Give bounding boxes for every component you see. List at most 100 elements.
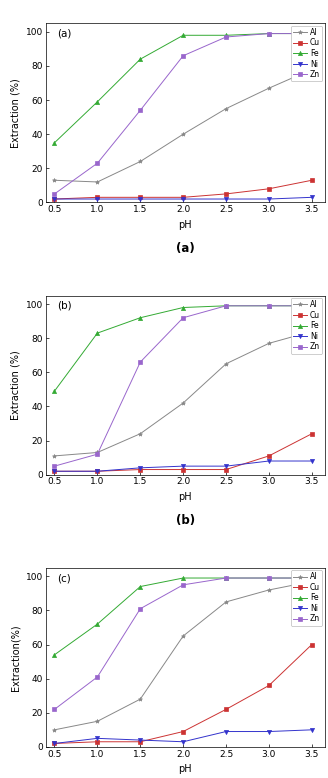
Fe — [310, 29, 314, 38]
Ni — [310, 725, 314, 734]
Fe — [224, 573, 228, 583]
Legend: Al, Cu, Fe, Ni, Zn: Al, Cu, Fe, Ni, Zn — [291, 26, 322, 82]
Cu — [267, 681, 271, 690]
Cu — [267, 451, 271, 461]
Al — [267, 83, 271, 93]
Fe — [224, 30, 228, 40]
Fe — [267, 29, 271, 38]
Line: Cu: Cu — [52, 643, 314, 745]
Ni — [267, 457, 271, 466]
Fe — [310, 573, 314, 583]
Zn — [52, 705, 56, 714]
Line: Fe: Fe — [52, 303, 314, 393]
Zn — [138, 604, 142, 613]
Ni — [52, 467, 56, 476]
Ni — [181, 737, 185, 746]
Al — [224, 359, 228, 369]
Text: (b): (b) — [57, 301, 72, 311]
Fe — [52, 138, 56, 147]
Cu — [224, 705, 228, 714]
Line: Zn: Zn — [52, 31, 314, 196]
Fe — [224, 301, 228, 310]
Zn — [267, 573, 271, 583]
Al — [267, 338, 271, 348]
Fe — [181, 30, 185, 40]
Al — [95, 177, 99, 187]
Ni — [138, 735, 142, 745]
Ni — [181, 461, 185, 471]
Cu — [138, 193, 142, 202]
Line: Ni: Ni — [52, 195, 314, 201]
Zn — [181, 51, 185, 61]
Al — [310, 576, 314, 586]
Zn — [267, 29, 271, 38]
Ni — [95, 467, 99, 476]
X-axis label: pH: pH — [178, 219, 192, 230]
Zn — [267, 301, 271, 310]
Zn — [181, 313, 185, 322]
Cu — [267, 184, 271, 194]
Fe — [95, 619, 99, 629]
Y-axis label: Extraction (%): Extraction (%) — [10, 78, 20, 148]
Fe — [267, 301, 271, 310]
Y-axis label: Extraction (%): Extraction (%) — [10, 350, 20, 420]
Al — [52, 176, 56, 185]
Cu — [95, 737, 99, 746]
Zn — [95, 159, 99, 168]
Cu — [310, 640, 314, 649]
Al — [138, 695, 142, 704]
Cu — [181, 727, 185, 736]
Y-axis label: Extraction(%): Extraction(%) — [10, 624, 20, 691]
Zn — [224, 33, 228, 42]
Ni — [95, 734, 99, 743]
Ni — [138, 194, 142, 204]
Cu — [181, 193, 185, 202]
Cu — [310, 176, 314, 185]
Fe — [95, 328, 99, 338]
Line: Fe: Fe — [52, 31, 314, 145]
Line: Zn: Zn — [52, 576, 314, 711]
Zn — [310, 573, 314, 583]
Ni — [224, 194, 228, 204]
Ni — [95, 194, 99, 204]
Al — [224, 598, 228, 607]
X-axis label: pH: pH — [178, 492, 192, 502]
Al — [224, 104, 228, 114]
Zn — [52, 461, 56, 471]
Cu — [224, 465, 228, 475]
Ni — [267, 727, 271, 736]
Cu — [138, 737, 142, 746]
Ni — [52, 739, 56, 748]
X-axis label: pH: pH — [178, 764, 192, 774]
Line: Ni: Ni — [52, 727, 314, 745]
Ni — [52, 194, 56, 204]
Ni — [181, 194, 185, 204]
Line: Ni: Ni — [52, 459, 314, 473]
Zn — [310, 301, 314, 310]
Zn — [138, 106, 142, 115]
Al — [310, 65, 314, 74]
Line: Al: Al — [52, 580, 314, 732]
Line: Cu: Cu — [52, 178, 314, 201]
Cu — [52, 467, 56, 476]
Al — [181, 631, 185, 640]
Line: Fe: Fe — [52, 576, 314, 657]
Line: Al: Al — [52, 68, 314, 184]
Text: (b): (b) — [176, 514, 195, 527]
Zn — [224, 573, 228, 583]
Fe — [95, 97, 99, 107]
Ni — [224, 461, 228, 471]
Ni — [310, 193, 314, 202]
Fe — [138, 582, 142, 591]
Al — [138, 429, 142, 438]
Ni — [310, 457, 314, 466]
Cu — [138, 465, 142, 475]
Zn — [95, 672, 99, 682]
Text: (c): (c) — [57, 573, 71, 584]
Ni — [224, 727, 228, 736]
Fe — [181, 303, 185, 312]
Text: (a): (a) — [57, 29, 72, 39]
Legend: Al, Cu, Fe, Ni, Zn: Al, Cu, Fe, Ni, Zn — [291, 298, 322, 353]
Cu — [52, 194, 56, 204]
Cu — [181, 465, 185, 475]
